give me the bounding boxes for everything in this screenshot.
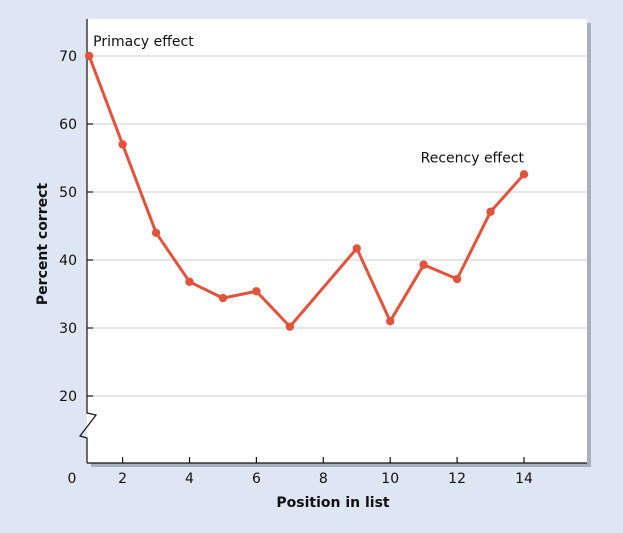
data-point-6 <box>252 287 261 296</box>
annotation-primacy: Primacy effect <box>93 34 194 50</box>
data-point-11 <box>419 260 428 269</box>
y-tick-label-20: 20 <box>59 389 77 405</box>
plot-area <box>87 19 587 463</box>
x-tick-label-6: 6 <box>252 471 261 487</box>
x-ticks: 2 4 6 8 10 12 14 <box>118 457 533 487</box>
data-point-9 <box>352 244 361 253</box>
data-point-13 <box>486 207 495 216</box>
axes <box>78 19 587 464</box>
y-tick-label-30: 30 <box>59 321 77 337</box>
x-tick-label-4: 4 <box>185 471 194 487</box>
y-tick-label-40: 40 <box>59 253 77 269</box>
annotation-recency: Recency effect <box>421 150 525 166</box>
data-point-4 <box>185 277 194 286</box>
x-tick-label-12: 12 <box>448 471 466 487</box>
x-axis-title: Position in list <box>276 495 390 511</box>
x-tick-label-8: 8 <box>319 471 328 487</box>
x-tick-label-10: 10 <box>381 471 399 487</box>
y-axis-break <box>78 411 98 463</box>
y-tick-label-50: 50 <box>59 185 77 201</box>
data-point-3 <box>151 228 161 237</box>
x-tick-label-2: 2 <box>118 471 127 487</box>
data-point-1 <box>84 51 94 61</box>
x-tick-label-14: 14 <box>515 471 533 487</box>
y-tick-label-70: 70 <box>59 49 77 65</box>
origin-label: 0 <box>68 471 77 487</box>
grid <box>87 55 587 397</box>
data-point-5 <box>218 293 228 303</box>
annotations: Primacy effect Recency effect <box>93 34 524 166</box>
data-point-7 <box>285 322 295 331</box>
y-tick-label-60: 60 <box>59 117 77 133</box>
data-point-12 <box>452 274 462 284</box>
y-axis-title: Percent correct <box>35 183 51 306</box>
series <box>84 51 529 331</box>
data-point-10 <box>386 317 395 326</box>
data-point-14 <box>519 170 529 179</box>
y-ticks: 20 30 40 50 60 70 <box>59 49 93 405</box>
data-point-2 <box>118 140 127 149</box>
